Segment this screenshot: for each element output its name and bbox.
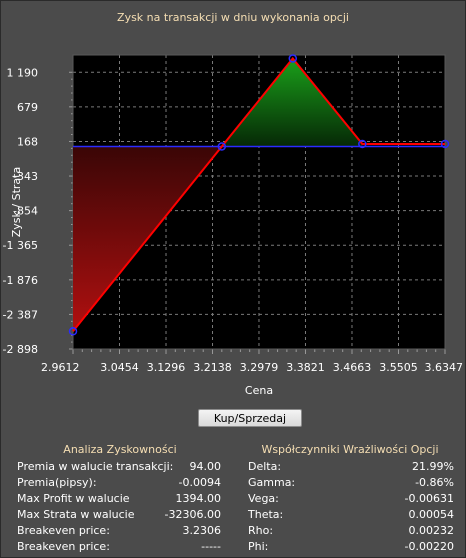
series-markers: [68, 54, 450, 336]
x-tick-label: 3.3821: [286, 361, 325, 374]
greek-value: 0.00054: [408, 508, 455, 521]
analysis-value: -0.0094: [178, 476, 221, 489]
greek-value: -0.86%: [415, 476, 454, 489]
greek-label: Delta:: [248, 460, 282, 473]
analysis-label: Premia w walucie transakcji:: [17, 460, 174, 473]
analysis-value: -32306.00: [164, 508, 221, 521]
analysis-label: Max Profit w walucie: [17, 492, 130, 505]
greek-row-phi: Phi: -0.00220: [248, 539, 454, 555]
analysis-row-max-loss: Max Strata w walucie -32306.00: [17, 507, 221, 523]
greek-row-vega: Vega: -0.00631: [248, 491, 454, 507]
analysis-value: 3.2306: [182, 524, 222, 537]
chart-title: Zysk na transakcji w dniu wykonania opcj…: [117, 11, 349, 24]
y-tick-label: 1 190: [7, 66, 39, 79]
data-point: [288, 54, 298, 63]
buy-sell-button[interactable]: Kup/Sprzedaj: [198, 409, 302, 427]
series-lines: [72, 56, 445, 332]
y-tick-label: -2 387: [3, 308, 38, 321]
analysis-value: -----: [201, 540, 221, 553]
profit-chart: 1 190 679 168 -343 -854 -1 365 -1 876 -2 387 -2 …: [3, 54, 463, 397]
analysis-row-breakeven-2: Breakeven price: -----: [17, 539, 221, 555]
analysis-label: Premia(pipsy):: [17, 476, 97, 489]
analysis-list: Premia w walucie transakcji: 94.00 Premi…: [17, 459, 221, 555]
analysis-title: Analiza Zyskowności: [63, 443, 177, 456]
x-tick-label: 3.4663: [333, 361, 372, 374]
y-tick-label: 168: [17, 135, 38, 148]
greek-row-gamma: Gamma: -0.86%: [248, 475, 454, 491]
x-tick-label: 2.9612: [41, 361, 80, 374]
greeks-title: Współczynniki Wrażliwości Opcji: [261, 443, 439, 456]
y-tick-label: -1 876: [3, 274, 38, 287]
greek-value: -0.00631: [404, 492, 454, 505]
data-point: [440, 139, 450, 149]
profit-area: [221, 58, 363, 147]
tick-labels: 1 190 679 168 -343 -854 -1 365 -1 876 -2 387 -2 …: [3, 66, 463, 374]
x-tick-label: 3.5505: [379, 361, 418, 374]
y-tick-label: 679: [17, 101, 38, 114]
analysis-label: Max Strata w walucie: [17, 508, 135, 521]
greek-row-delta: Delta: 21.99%: [248, 459, 454, 475]
analysis-label: Breakeven price:: [17, 540, 110, 553]
y-tick-label: -854: [13, 205, 38, 218]
greek-value: -0.00220: [404, 540, 454, 553]
x-tick-label: 3.1296: [147, 361, 186, 374]
greek-row-theta: Theta: 0.00054: [248, 507, 454, 523]
payoff-line: [72, 56, 445, 332]
analysis-row-premium: Premia w walucie transakcji: 94.00: [17, 459, 221, 475]
y-tick-label: -343: [13, 170, 38, 183]
greek-row-rho: Rho: 0.00232: [248, 523, 454, 539]
analysis-row-max-profit: Max Profit w walucie 1394.00: [17, 491, 221, 507]
greek-label: Theta:: [248, 508, 284, 521]
x-tick-label: 3.6347: [425, 361, 464, 374]
analysis-label: Breakeven price:: [17, 524, 110, 537]
greeks-list: Delta: 21.99% Gamma: -0.86% Vega: -0.006…: [248, 459, 454, 555]
analysis-row-premium-pips: Premia(pipsy): -0.0094: [17, 475, 221, 491]
data-point: [68, 327, 78, 336]
y-tick-label: -1 365: [3, 239, 38, 252]
greek-value: 21.99%: [412, 460, 454, 473]
analysis-value: 94.00: [189, 460, 222, 473]
x-tick-label: 3.2979: [240, 361, 279, 374]
x-tick-label: 3.2138: [193, 361, 232, 374]
x-axis-label: Cena: [245, 384, 273, 397]
y-axis-label: Zysk / Strata: [10, 167, 23, 237]
greek-label: Rho:: [248, 524, 274, 537]
greek-value: 0.00232: [408, 524, 455, 537]
data-point: [358, 139, 367, 149]
data-point: [217, 142, 227, 151]
greek-label: Gamma:: [248, 476, 296, 489]
greek-label: Phi:: [248, 540, 269, 553]
x-tick-label: 3.0454: [100, 361, 139, 374]
y-tick-label: -2 898: [3, 343, 38, 356]
analysis-value: 1394.00: [175, 492, 222, 505]
analysis-row-breakeven-1: Breakeven price: 3.2306: [17, 523, 221, 539]
greek-label: Vega:: [248, 492, 279, 505]
